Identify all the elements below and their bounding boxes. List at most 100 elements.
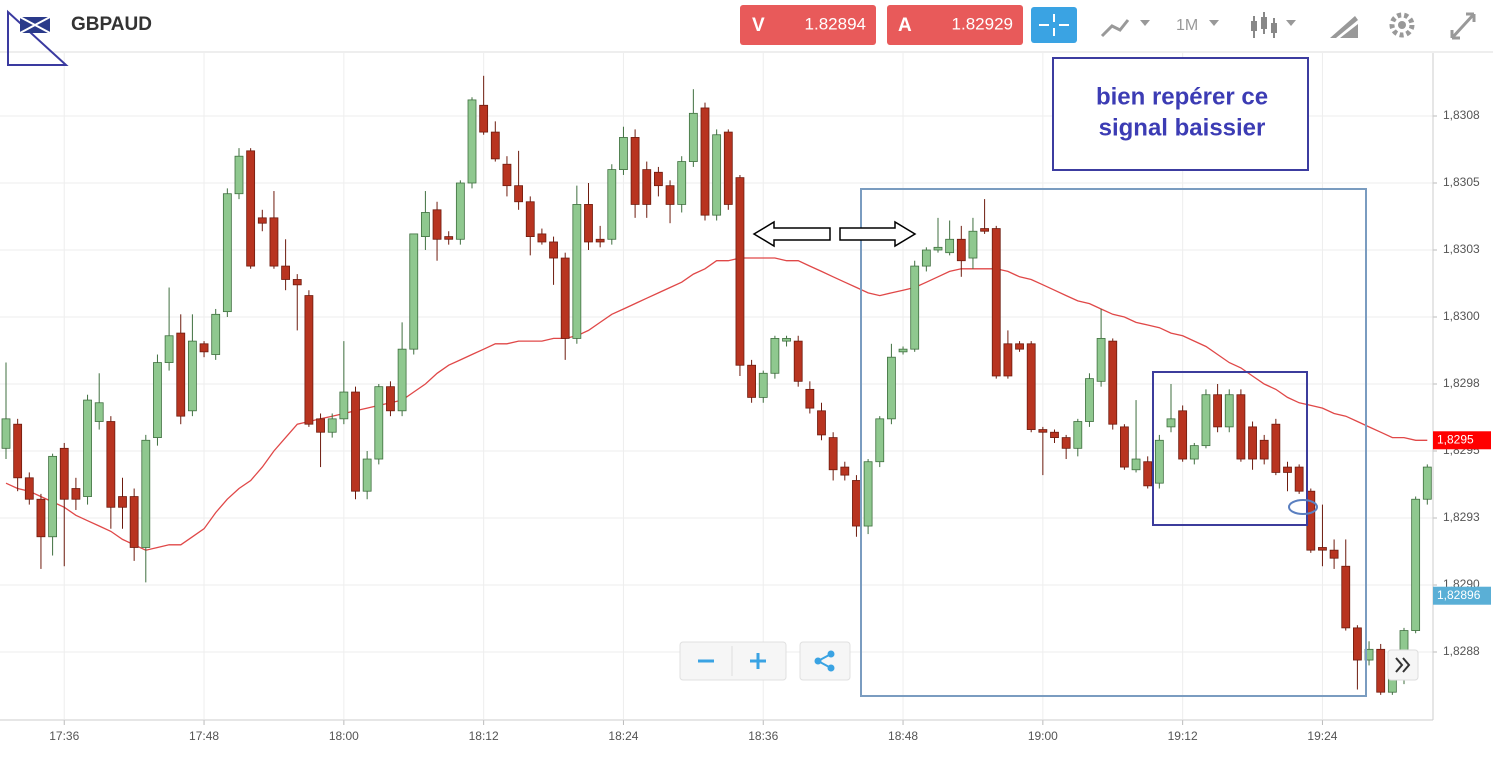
y-tick-label: 1,8293 <box>1443 510 1480 524</box>
candle-body <box>316 418 325 433</box>
timeframe[interactable]: 1M <box>1176 17 1198 34</box>
candle-body <box>945 238 955 254</box>
chart-type-icon[interactable] <box>1100 19 1130 38</box>
candle-body <box>1283 466 1292 473</box>
candle-body <box>24 477 34 500</box>
candle-body <box>420 212 430 237</box>
candle-body <box>1341 565 1351 629</box>
candle-body <box>735 177 745 366</box>
x-tick-label: 18:24 <box>608 729 638 743</box>
candle-body <box>793 340 803 382</box>
candle-body <box>479 104 489 133</box>
candle-body <box>397 348 407 412</box>
candle-body <box>1224 394 1234 428</box>
sell-price: 1.82894 <box>805 14 866 33</box>
scroll-end-icon <box>1395 657 1411 673</box>
candle-body <box>211 313 221 355</box>
candle-body <box>619 137 628 171</box>
candle-body <box>887 356 896 420</box>
zoom-widget <box>679 641 787 681</box>
annotation-box <box>1052 57 1309 171</box>
share-icon-dot <box>827 664 835 672</box>
candle-body <box>828 437 838 471</box>
zoom-in[interactable] <box>750 653 766 669</box>
x-tick-label: 17:36 <box>49 729 79 743</box>
x-tick-label: 19:12 <box>1168 729 1198 743</box>
candle-body <box>129 496 139 548</box>
candle-body <box>153 362 162 438</box>
candle-body <box>362 458 372 492</box>
candle-body <box>444 236 454 240</box>
price-marker <box>1433 431 1491 450</box>
flag-cross <box>19 16 51 34</box>
candle-body <box>770 338 780 374</box>
candle-body <box>956 238 966 262</box>
price-marker-label: 1,82896 <box>1437 588 1481 602</box>
candle-body <box>980 228 989 232</box>
candle-body <box>1131 458 1141 471</box>
y-tick-label: 1,8303 <box>1443 242 1480 256</box>
price-marker-label: 1,8295 <box>1437 432 1474 446</box>
candle-body <box>584 204 593 243</box>
buy-label: A <box>898 15 912 36</box>
x-tick-label: 18:12 <box>469 729 499 743</box>
candle-body <box>875 418 885 463</box>
candle-body <box>1096 338 1106 382</box>
y-tick-label: 1,8300 <box>1443 309 1480 323</box>
candle-body <box>409 233 419 350</box>
candle-body <box>257 217 267 224</box>
indicator-icon-body <box>1261 17 1267 29</box>
candle-body <box>1108 340 1118 425</box>
candle-body <box>642 169 652 205</box>
y-tick-label: 1,8308 <box>1443 108 1480 122</box>
annotation-line: signal baissier <box>1099 114 1266 141</box>
dropdown-arrow <box>1209 20 1219 26</box>
dropdown-arrow <box>1286 20 1296 26</box>
candle-body <box>94 402 104 422</box>
arrow-left <box>752 220 831 248</box>
settings-icon[interactable] <box>1389 12 1415 38</box>
candle-body <box>758 372 768 398</box>
settings-icon-core <box>1398 21 1406 29</box>
candle-body <box>991 228 1001 377</box>
sell-button[interactable] <box>740 5 876 45</box>
candle-body <box>1026 343 1036 430</box>
candle-body <box>840 466 850 476</box>
share-button[interactable] <box>799 641 851 681</box>
candle-body <box>432 209 442 240</box>
candle-body <box>187 340 197 412</box>
candle-body <box>327 418 337 433</box>
y-tick-label: 1,8305 <box>1443 175 1480 189</box>
candle-body <box>1073 421 1083 449</box>
candle-body <box>549 241 558 259</box>
candle-body <box>572 204 582 339</box>
candle-body <box>1003 343 1013 377</box>
candle-body <box>490 131 500 160</box>
candle-body <box>898 348 908 353</box>
signal-box <box>1152 371 1308 526</box>
candle-body <box>677 161 687 205</box>
buy-button[interactable] <box>887 5 1023 45</box>
candle-body <box>176 332 186 417</box>
candle-body <box>1178 410 1188 460</box>
x-tick-label: 18:36 <box>748 729 778 743</box>
expand-icon[interactable] <box>1450 12 1476 40</box>
candle-body <box>1271 423 1281 473</box>
candle-body <box>304 295 314 425</box>
candle-body <box>455 182 465 240</box>
draw-icon[interactable] <box>1330 16 1358 38</box>
candle-body <box>1259 439 1269 460</box>
candle-body <box>630 137 640 205</box>
signal-ellipse <box>1288 499 1318 515</box>
indicator-icon-body <box>1271 23 1277 33</box>
crosshair-button[interactable] <box>1031 7 1077 43</box>
candle-body <box>1120 426 1129 468</box>
x-tick-label: 19:24 <box>1307 729 1337 743</box>
annotation-line: bien repérer ce <box>1096 83 1268 110</box>
candle-body <box>863 461 873 527</box>
symbol: GBPAUD <box>71 14 152 35</box>
candle-body <box>13 423 23 479</box>
candle-body <box>292 279 302 286</box>
